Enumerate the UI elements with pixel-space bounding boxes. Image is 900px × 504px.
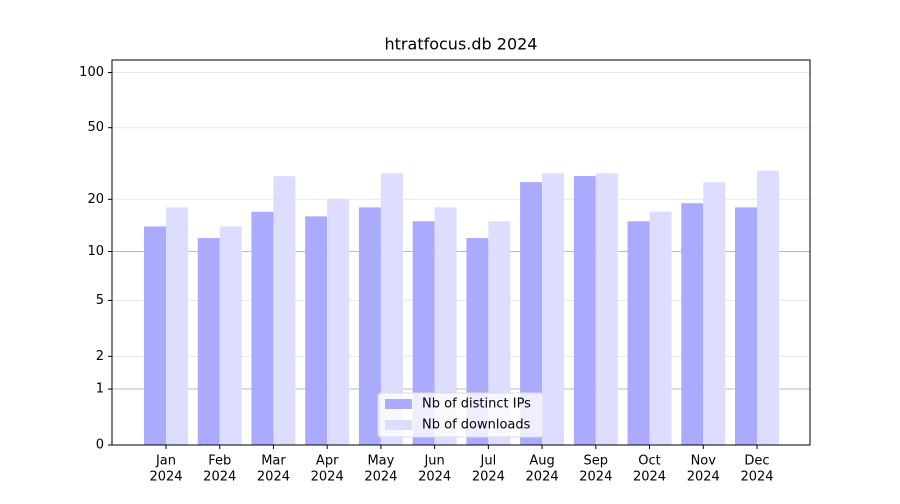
y-tick-label: 100 xyxy=(79,65,104,80)
x-tick-label: 2024 xyxy=(418,470,451,485)
bar xyxy=(327,199,350,445)
y-tick-label: 1 xyxy=(96,382,104,397)
x-tick-label: Feb xyxy=(208,454,231,469)
bar xyxy=(358,207,381,445)
x-tick-label: Apr xyxy=(316,454,339,469)
bar xyxy=(520,182,543,445)
x-tick-label: Jan xyxy=(155,454,176,469)
legend-swatch xyxy=(385,399,412,409)
x-tick-label: 2024 xyxy=(740,470,773,485)
bar xyxy=(735,207,757,445)
y-tick-label: 10 xyxy=(87,244,104,259)
bar xyxy=(573,176,596,445)
bar xyxy=(542,173,565,445)
bar xyxy=(305,216,328,445)
bar xyxy=(627,221,650,445)
bar xyxy=(197,238,220,445)
bar xyxy=(595,173,618,445)
bar xyxy=(219,226,242,445)
x-tick-label: 2024 xyxy=(633,470,666,485)
y-tick-label: 5 xyxy=(96,293,104,308)
x-tick-label: 2024 xyxy=(526,470,559,485)
x-tick-label: 2024 xyxy=(311,470,344,485)
x-tick-label: 2024 xyxy=(364,470,397,485)
x-tick-label: Mar xyxy=(261,454,286,469)
chart-title: htratfocus.db 2024 xyxy=(385,35,538,54)
bar xyxy=(434,207,457,445)
x-tick-label: 2024 xyxy=(203,470,236,485)
x-tick-label: Dec xyxy=(744,454,769,469)
bar xyxy=(273,176,296,445)
y-tick-label: 2 xyxy=(96,349,104,364)
legend-label: Nb of distinct IPs xyxy=(422,397,531,412)
bar xyxy=(166,207,188,445)
x-tick-label: Jun xyxy=(423,454,444,469)
bar xyxy=(681,203,704,445)
bar xyxy=(649,211,672,445)
y-tick-label: 50 xyxy=(87,120,104,135)
bar xyxy=(703,182,726,445)
y-tick-label: 20 xyxy=(87,192,104,207)
x-tick-label: Oct xyxy=(638,454,660,469)
bar xyxy=(488,221,511,445)
bar xyxy=(757,170,779,445)
legend-swatch xyxy=(385,420,412,430)
bar xyxy=(251,211,274,445)
x-tick-label: 2024 xyxy=(579,470,612,485)
x-tick-label: 2024 xyxy=(472,470,505,485)
x-tick-label: Sep xyxy=(584,454,609,469)
x-tick-label: Nov xyxy=(691,454,717,469)
bar xyxy=(412,221,435,445)
x-tick-label: 2024 xyxy=(687,470,720,485)
x-tick-label: May xyxy=(367,454,394,469)
x-tick-label: 2024 xyxy=(149,470,182,485)
x-tick-label: 2024 xyxy=(257,470,290,485)
bar xyxy=(144,226,166,445)
plot-frame xyxy=(111,59,811,446)
legend-box xyxy=(377,392,544,438)
x-tick-label: Aug xyxy=(529,454,554,469)
x-tick-label: Jul xyxy=(480,454,497,469)
legend-label: Nb of downloads xyxy=(422,418,531,433)
y-tick-label: 0 xyxy=(96,438,104,453)
bar xyxy=(380,173,403,445)
